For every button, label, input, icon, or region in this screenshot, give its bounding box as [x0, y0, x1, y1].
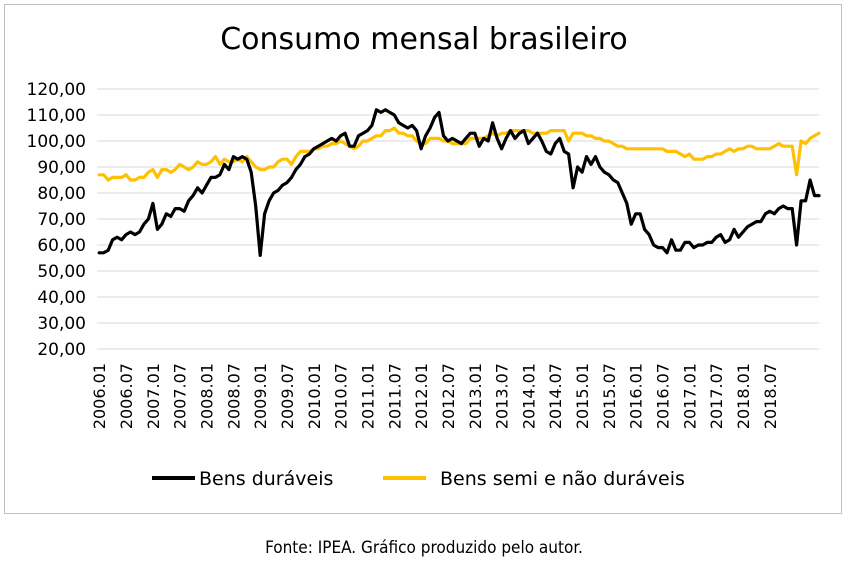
x-tick-label: 2009.01	[251, 363, 270, 429]
x-tick-label: 2018.07	[761, 363, 780, 429]
x-tick-label: 2010.07	[332, 363, 351, 429]
x-tick-label: 2017.07	[707, 363, 726, 429]
y-tick-label: 60,00	[37, 236, 86, 256]
x-tick-label: 2009.07	[278, 363, 297, 429]
y-axis-ticks: 20,00 30,00 40,00 50,00 60,00 70,00 80,00 90,00…	[27, 80, 86, 360]
x-tick-label: 2011.01	[358, 363, 377, 429]
series-line-1	[97, 126, 821, 182]
y-tick-label: 90,00	[37, 158, 86, 178]
y-tick-label: 120,00	[27, 80, 86, 100]
x-tick-label: 2014.01	[519, 363, 538, 429]
line-chart: 20,00 30,00 40,00 50,00 60,00 70,00 80,00 90,00…	[27, 80, 821, 490]
x-tick-label: 2017.01	[680, 363, 699, 429]
y-tick-label: 50,00	[37, 262, 86, 282]
y-tick-label: 40,00	[37, 288, 86, 308]
x-tick-label: 2016.07	[654, 363, 673, 429]
series-line-0	[97, 108, 821, 257]
gridlines	[97, 88, 819, 350]
x-tick-label: 2011.07	[385, 363, 404, 429]
x-tick-label: 2013.01	[466, 363, 485, 429]
x-tick-label: 2006.07	[117, 363, 136, 429]
y-tick-label: 100,00	[27, 132, 86, 152]
x-axis-ticks: 2006.01 2006.07 2007.01 2007.07 2008.01 2008.…	[90, 363, 780, 429]
legend-label: Bens semi e não duráveis	[440, 468, 685, 490]
x-tick-label: 2018.01	[734, 363, 753, 429]
chart-title: Consumo mensal brasileiro	[220, 22, 628, 57]
x-tick-label: 2007.01	[144, 363, 163, 429]
x-tick-label: 2012.01	[412, 363, 431, 429]
source-caption: Fonte: IPEA. Gráfico produzido pelo auto…	[265, 538, 583, 558]
x-tick-label: 2015.07	[600, 363, 619, 429]
x-tick-label: 2014.07	[546, 363, 565, 429]
x-tick-label: 2008.07	[224, 363, 243, 429]
y-tick-label: 20,00	[37, 340, 86, 360]
x-tick-label: 2007.07	[171, 363, 190, 429]
x-tick-label: 2016.01	[627, 363, 646, 429]
legend: Bens duráveis Bens semi e não duráveis	[152, 468, 685, 490]
legend-label: Bens duráveis	[199, 468, 333, 490]
x-tick-label: 2006.01	[90, 363, 109, 429]
y-tick-label: 80,00	[37, 184, 86, 204]
x-tick-label: 2008.01	[198, 363, 217, 429]
y-tick-label: 30,00	[37, 314, 86, 334]
x-tick-label: 2010.01	[305, 363, 324, 429]
y-tick-label: 70,00	[37, 210, 86, 230]
x-tick-label: 2015.01	[573, 363, 592, 429]
series-lines	[97, 108, 821, 257]
x-tick-label: 2013.07	[493, 363, 512, 429]
x-tick-label: 2012.07	[439, 363, 458, 429]
y-tick-label: 110,00	[27, 106, 86, 126]
